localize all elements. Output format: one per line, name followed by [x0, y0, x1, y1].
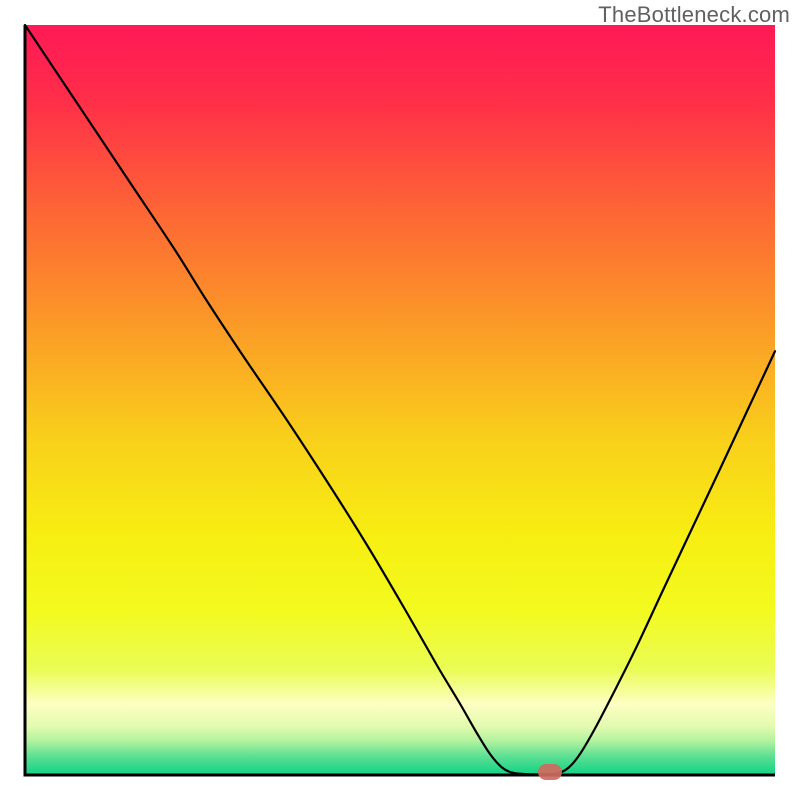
chart-container: TheBottleneck.com	[0, 0, 800, 800]
plot-background	[25, 25, 775, 775]
watermark-label: TheBottleneck.com	[598, 2, 790, 28]
optimal-point-marker	[538, 764, 562, 780]
bottleneck-curve-chart	[0, 0, 800, 800]
